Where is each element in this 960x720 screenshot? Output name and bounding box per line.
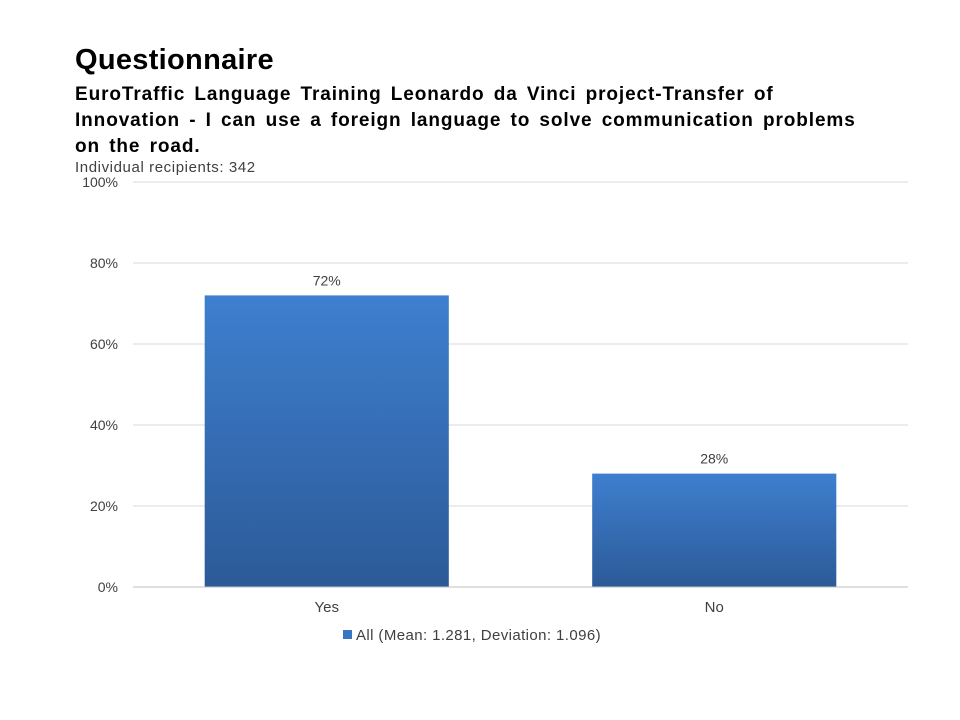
data-labels: 72% 28% (313, 272, 729, 466)
legend-swatch (343, 630, 352, 639)
x-tick-label: Yes (315, 599, 339, 616)
y-tick-label: 40% (90, 417, 118, 433)
chart-title: Questionnaire (75, 44, 274, 76)
x-tick-label: No (705, 599, 724, 616)
y-tick-label: 20% (90, 498, 118, 514)
recipients-note: Individual recipients: 342 (75, 159, 256, 176)
bar (204, 295, 449, 587)
data-label: 72% (313, 272, 341, 288)
bars (204, 295, 837, 587)
y-tick-label: 60% (90, 336, 118, 352)
legend: All (Mean: 1.281, Deviation: 1.096) (343, 627, 601, 644)
y-axis-ticks: 0% 20% 40% 60% 80% 100% (82, 174, 118, 595)
bar (592, 473, 837, 587)
y-tick-label: 80% (90, 255, 118, 271)
chart-subtitle: EuroTraffic Language Training Leonardo d… (75, 84, 856, 157)
y-tick-label: 100% (82, 174, 118, 190)
data-label: 28% (700, 451, 728, 467)
y-tick-label: 0% (98, 579, 118, 595)
x-axis-ticks: Yes No (315, 599, 724, 616)
legend-entry: All (Mean: 1.281, Deviation: 1.096) (356, 627, 601, 644)
